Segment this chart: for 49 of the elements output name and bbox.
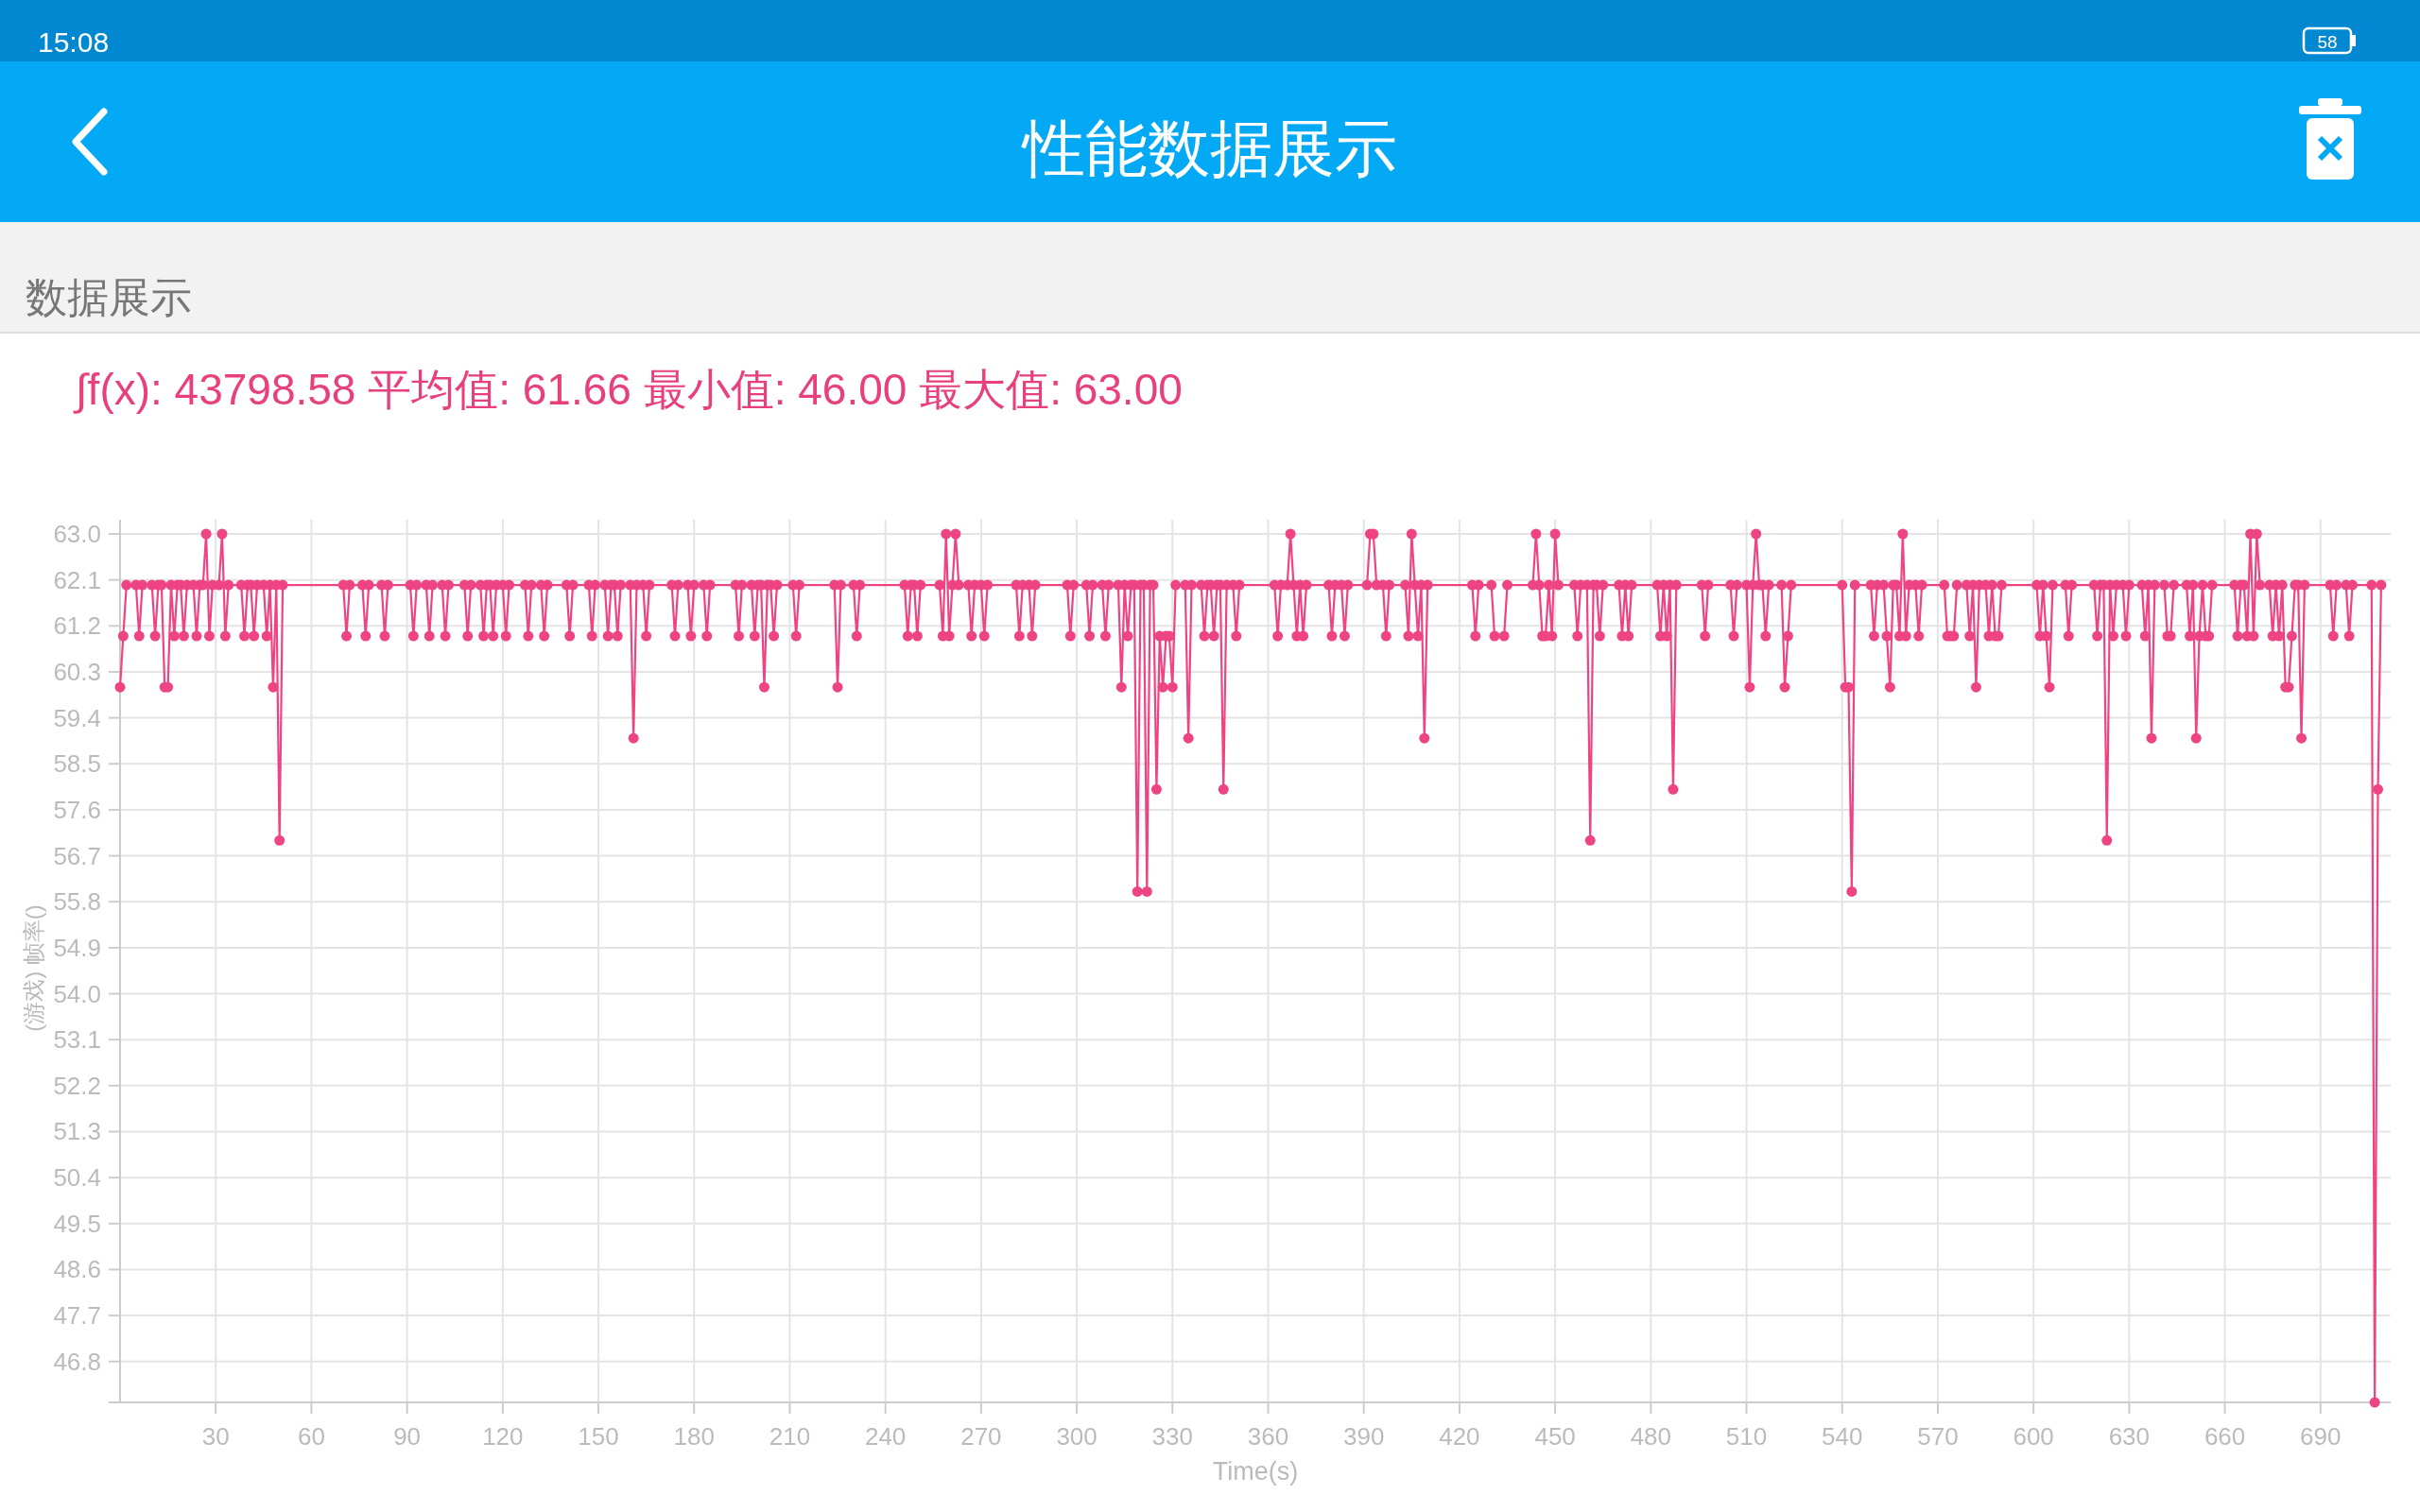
x-tick-label: 210 xyxy=(769,1422,811,1451)
x-tick-label: 690 xyxy=(2300,1422,2342,1451)
y-tick-label: 60.3 xyxy=(53,657,101,686)
x-tick-label: 150 xyxy=(578,1422,619,1451)
x-tick-label: 60 xyxy=(297,1422,325,1451)
y-tick-label: 61.2 xyxy=(53,611,101,641)
x-tick-label: 420 xyxy=(1439,1422,1480,1451)
text: 15:08 xyxy=(38,26,110,58)
y-tick-label: 55.8 xyxy=(53,887,101,917)
x-tick-label: 30 xyxy=(201,1422,230,1451)
y-tick-label: 47.7 xyxy=(53,1301,101,1331)
x-tick-label: 300 xyxy=(1056,1422,1098,1451)
y-tick-label: 62.1 xyxy=(53,565,101,594)
y-tick-label: 50.4 xyxy=(53,1163,101,1193)
x-tick-label: 510 xyxy=(1725,1422,1768,1451)
x-tick-label: 120 xyxy=(482,1422,524,1451)
x-tick-label: 570 xyxy=(1917,1422,1959,1451)
x-axis-title: Time(s) xyxy=(1212,1457,1299,1486)
y-tick-label: 56.7 xyxy=(53,841,101,870)
y-tick-label: 46.8 xyxy=(53,1347,101,1376)
y-tick-label: 52.2 xyxy=(53,1071,101,1100)
x-tick-label: 180 xyxy=(673,1422,715,1451)
y-tick-label: 49.5 xyxy=(53,1209,101,1238)
chart-title: 性能数据展示 xyxy=(1021,113,1397,183)
text: ∫f(x): 43798.58 平均值: 61.66 最小值: 46.00 最大值: 63.00 xyxy=(73,365,1183,414)
y-tick-label: 59.4 xyxy=(53,703,101,732)
x-tick-label: 450 xyxy=(1534,1422,1576,1451)
x-tick-label: 270 xyxy=(960,1422,1002,1451)
x-tick-label: 480 xyxy=(1630,1422,1672,1451)
y-tick-label: 51.3 xyxy=(53,1117,101,1146)
y-tick-label: 54.0 xyxy=(53,979,101,1008)
x-tick-label: 360 xyxy=(1247,1422,1289,1451)
y-tick-label: 58.5 xyxy=(53,749,101,779)
x-tick-label: 660 xyxy=(2204,1422,2246,1451)
x-tick-label: 540 xyxy=(1822,1422,1863,1451)
x-tick-label: 240 xyxy=(864,1422,907,1451)
x-tick-label: 390 xyxy=(1343,1422,1385,1451)
y-tick-label: 63.0 xyxy=(53,520,101,548)
x-tick-label: 330 xyxy=(1151,1422,1193,1451)
y-axis-title: (游戏) 帧率() xyxy=(21,904,46,1032)
y-tick-label: 48.6 xyxy=(53,1255,101,1284)
y-tick-label: 54.9 xyxy=(53,933,101,962)
x-tick-label: 630 xyxy=(2108,1422,2151,1451)
x-tick-label: 600 xyxy=(2013,1422,2054,1451)
x-tick-label: 90 xyxy=(393,1422,422,1451)
y-tick-label: 53.1 xyxy=(53,1025,101,1055)
chart-subtitle: 数据展示 xyxy=(26,274,192,320)
y-tick-label: 57.6 xyxy=(53,795,101,824)
text: 58 xyxy=(2317,32,2338,52)
